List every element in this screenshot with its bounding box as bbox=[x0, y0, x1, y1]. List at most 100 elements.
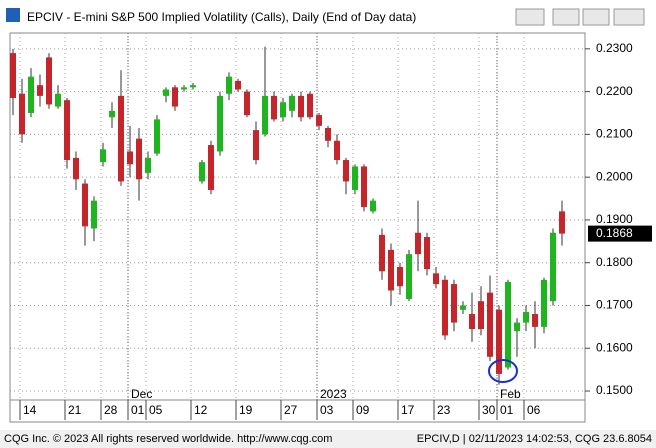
candle-body bbox=[541, 279, 547, 327]
y-tick-label: 0.2200 bbox=[596, 84, 633, 98]
period-label: Dec bbox=[131, 387, 152, 401]
candle-body bbox=[370, 200, 376, 212]
x-tick-label: 05 bbox=[149, 403, 163, 417]
candle-body bbox=[388, 249, 394, 291]
candle-body bbox=[523, 311, 529, 323]
candle-body bbox=[316, 115, 322, 126]
candle-body bbox=[496, 309, 502, 374]
y-tick-label: 0.2000 bbox=[596, 169, 633, 183]
candle-body bbox=[73, 157, 79, 180]
candle-body bbox=[433, 273, 439, 285]
candle-body bbox=[397, 266, 403, 287]
candle-body bbox=[487, 292, 493, 357]
candle-body bbox=[415, 232, 421, 255]
candle-body bbox=[289, 95, 295, 111]
candle-body bbox=[406, 254, 412, 300]
candle-body bbox=[19, 93, 25, 135]
candle-body bbox=[28, 76, 34, 113]
x-tick-label: 30 bbox=[482, 403, 496, 417]
link-button[interactable] bbox=[515, 8, 545, 26]
y-tick-label: 0.1500 bbox=[596, 383, 633, 397]
close-button[interactable] bbox=[613, 8, 645, 26]
candle-body bbox=[379, 234, 385, 272]
candle-body bbox=[424, 237, 430, 270]
minimize-button[interactable] bbox=[552, 8, 580, 26]
candle-body bbox=[172, 87, 178, 107]
x-tick-label: 12 bbox=[194, 403, 208, 417]
candle-body bbox=[442, 279, 448, 336]
candle-body bbox=[154, 119, 160, 154]
x-tick-label: 06 bbox=[527, 403, 541, 417]
x-tick-label: 14 bbox=[23, 403, 37, 417]
candle-body bbox=[451, 284, 457, 323]
candle-body bbox=[298, 95, 304, 118]
candle-body bbox=[469, 314, 475, 329]
candle-body bbox=[127, 151, 133, 165]
x-tick-label: 01 bbox=[500, 403, 514, 417]
candle-body bbox=[343, 160, 349, 182]
app-icon bbox=[6, 8, 20, 22]
maximize-button[interactable] bbox=[582, 8, 610, 26]
candle-body bbox=[181, 87, 187, 90]
candle-body bbox=[136, 138, 142, 180]
y-tick-label: 0.1800 bbox=[596, 255, 633, 269]
candle-body bbox=[244, 91, 250, 116]
candle-body bbox=[109, 110, 115, 118]
candle-body bbox=[199, 162, 205, 182]
candle-body bbox=[280, 102, 286, 118]
y-tick-label: 0.1600 bbox=[596, 340, 633, 354]
candle-body bbox=[532, 314, 538, 327]
candle-body bbox=[478, 301, 484, 329]
last-price-label: 0.1868 bbox=[596, 226, 633, 240]
y-tick-label: 0.1900 bbox=[596, 212, 633, 226]
candle-body bbox=[100, 149, 106, 163]
candle-body bbox=[46, 57, 52, 105]
x-tick-label: 19 bbox=[239, 403, 253, 417]
chart-title: EPCIV - E-mini S&P 500 Implied Volatilit… bbox=[27, 10, 416, 24]
x-tick-label: 03 bbox=[320, 403, 334, 417]
candle-body bbox=[145, 157, 151, 173]
candle-body bbox=[334, 140, 340, 161]
candle-body bbox=[37, 85, 43, 96]
status-bar bbox=[0, 430, 656, 448]
last-price-box bbox=[588, 225, 652, 242]
candle-body bbox=[91, 200, 97, 229]
candle-body bbox=[559, 211, 565, 234]
candle-body bbox=[217, 95, 223, 152]
candle-body bbox=[55, 93, 61, 107]
x-axis-strip bbox=[9, 399, 586, 423]
candle-body bbox=[352, 166, 358, 190]
candle-body bbox=[262, 95, 268, 135]
candle-body bbox=[10, 53, 16, 99]
candle-body bbox=[190, 85, 196, 88]
title-bar bbox=[0, 0, 656, 30]
footer-right: EPCIV,D | 02/11/2023 14:02:53, CQG 23.6.… bbox=[417, 433, 652, 445]
x-tick-label: 23 bbox=[437, 403, 451, 417]
y-tick-label: 0.2300 bbox=[596, 41, 633, 55]
y-tick-label: 0.1700 bbox=[596, 298, 633, 312]
candle-body bbox=[64, 100, 70, 161]
candle-body bbox=[514, 322, 520, 332]
x-tick-label: 27 bbox=[284, 403, 298, 417]
x-tick-label: 28 bbox=[104, 403, 118, 417]
candle-body bbox=[253, 130, 259, 161]
candle-body bbox=[235, 80, 241, 90]
period-label: 2023 bbox=[320, 387, 347, 401]
candle-body bbox=[361, 166, 367, 208]
x-tick-label: 21 bbox=[68, 403, 82, 417]
candle-body bbox=[460, 305, 466, 310]
candle-body bbox=[118, 95, 124, 182]
candle-body bbox=[226, 76, 232, 94]
y-tick-label: 0.2100 bbox=[596, 127, 633, 141]
candle-body bbox=[271, 95, 277, 120]
x-tick-label: 17 bbox=[401, 403, 415, 417]
candle-body bbox=[82, 183, 88, 227]
candle-body bbox=[307, 93, 313, 118]
footer-left: CQG Inc. © 2023 All rights reserved worl… bbox=[4, 433, 332, 445]
x-tick-label: 09 bbox=[356, 403, 370, 417]
x-tick-label: 01 bbox=[131, 403, 145, 417]
candle-body bbox=[550, 232, 556, 302]
candle-body bbox=[325, 127, 331, 141]
candle-body bbox=[163, 89, 169, 96]
